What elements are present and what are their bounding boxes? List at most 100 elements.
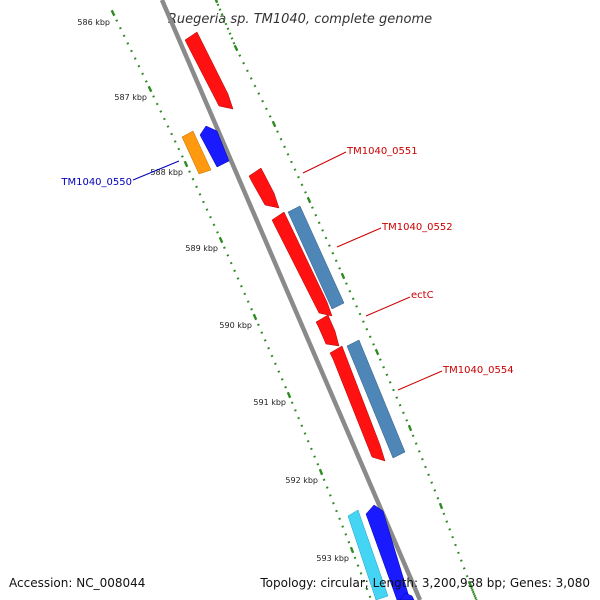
kbp-label: 590 kbp <box>219 321 252 330</box>
minor-tick <box>155 102 159 106</box>
gene-arrow-blue[interactable] <box>365 504 411 600</box>
gene-arrow-red[interactable] <box>271 211 333 317</box>
minor-tick <box>216 231 219 234</box>
minor-tick <box>130 49 133 53</box>
gene-block-cyan[interactable] <box>347 509 389 600</box>
minor-tick <box>356 564 360 567</box>
minor-tick <box>257 92 261 95</box>
kbp-label: 586 kbp <box>77 18 110 27</box>
minor-tick <box>332 501 335 505</box>
minor-tick <box>290 401 294 404</box>
minor-tick <box>177 147 181 151</box>
minor-tick <box>240 284 243 288</box>
minor-tick <box>133 57 137 60</box>
minor-tick <box>232 41 236 45</box>
minor-tick <box>300 424 304 428</box>
minor-tick <box>358 312 362 316</box>
gene-arrow-red[interactable] <box>248 167 280 209</box>
minor-tick <box>220 13 224 16</box>
minor-tick <box>451 535 454 539</box>
minor-tick <box>328 244 331 247</box>
gene-arrow-blue[interactable] <box>399 592 415 600</box>
minor-tick <box>395 396 399 399</box>
leader-line <box>365 296 411 317</box>
gene-block-orange[interactable] <box>181 130 212 175</box>
minor-tick <box>263 339 267 342</box>
gene-label-tm1040-0551[interactable]: TM1040_0551 <box>346 146 418 157</box>
minor-tick <box>462 567 466 570</box>
minor-tick <box>212 223 216 227</box>
minor-tick <box>314 213 318 217</box>
minor-tick <box>359 572 363 575</box>
minor-tick <box>267 346 270 350</box>
minor-tick <box>362 320 365 323</box>
gene-label-tm1040-0550[interactable]: TM1040_0550 <box>60 177 132 188</box>
minor-tick <box>398 403 402 407</box>
minor-tick <box>348 289 352 293</box>
gene-arrow-red[interactable] <box>184 31 234 110</box>
minor-tick <box>243 292 247 296</box>
minor-tick <box>414 442 418 445</box>
gene-arrow-red[interactable] <box>315 314 340 347</box>
gene-label-tm1040-0554[interactable]: TM1040_0554 <box>442 365 514 376</box>
kbp-label: 588 kbp <box>150 168 183 177</box>
minor-tick <box>448 528 452 531</box>
major-tick <box>349 546 355 554</box>
minor-tick <box>331 251 335 255</box>
minor-tick <box>280 378 284 381</box>
minor-tick <box>334 259 338 263</box>
minor-tick <box>454 543 457 547</box>
gene-block-steelblue[interactable] <box>287 205 345 310</box>
kbp-label: 589 kbp <box>185 244 218 253</box>
minor-tick <box>427 473 430 477</box>
minor-tick <box>216 3 220 7</box>
gene-label-tm1040-0552[interactable]: TM1040_0552 <box>381 222 453 233</box>
minor-tick <box>471 588 474 592</box>
minor-tick <box>228 32 232 35</box>
minor-tick <box>279 137 283 141</box>
minor-tick <box>188 170 191 173</box>
major-tick <box>271 120 277 128</box>
gene-arrow-red[interactable] <box>329 345 386 462</box>
major-tick <box>218 236 224 244</box>
minor-tick <box>209 215 212 219</box>
minor-tick <box>253 84 257 88</box>
minor-tick <box>268 115 272 118</box>
minor-tick <box>338 267 341 270</box>
minor-tick <box>347 540 351 544</box>
minor-tick <box>293 168 297 171</box>
major-tick <box>374 348 380 356</box>
minor-tick <box>365 587 369 591</box>
minor-tick <box>472 592 476 596</box>
minor-tick <box>300 183 304 187</box>
minor-tick <box>457 551 460 555</box>
minor-tick <box>311 206 314 209</box>
minor-tick <box>195 185 198 189</box>
minor-tick <box>442 512 446 516</box>
minor-tick <box>144 80 148 83</box>
minor-tick <box>338 517 341 521</box>
outer-tick-track <box>214 0 478 600</box>
genome-summary-text: Topology: circular; Length: 3,200,938 bp… <box>259 576 590 590</box>
leader-line <box>336 227 382 248</box>
minor-tick <box>378 358 382 361</box>
minor-tick <box>424 465 427 469</box>
gene-label-ectc[interactable]: ectC <box>411 290 434 301</box>
minor-tick <box>473 594 477 598</box>
minor-tick <box>270 354 274 358</box>
gene-arrow-blue[interactable] <box>199 125 230 168</box>
minor-tick <box>277 370 281 373</box>
minor-tick <box>321 229 324 232</box>
minor-tick <box>202 200 205 204</box>
minor-tick <box>246 300 250 303</box>
minor-tick <box>229 261 233 265</box>
minor-tick <box>297 175 300 179</box>
gene-block-steelblue[interactable] <box>346 339 406 459</box>
minor-tick <box>405 419 409 422</box>
leader-line <box>397 370 443 391</box>
major-tick <box>252 313 258 321</box>
major-tick <box>183 160 189 168</box>
minor-tick <box>163 117 166 121</box>
minor-tick <box>205 208 209 211</box>
